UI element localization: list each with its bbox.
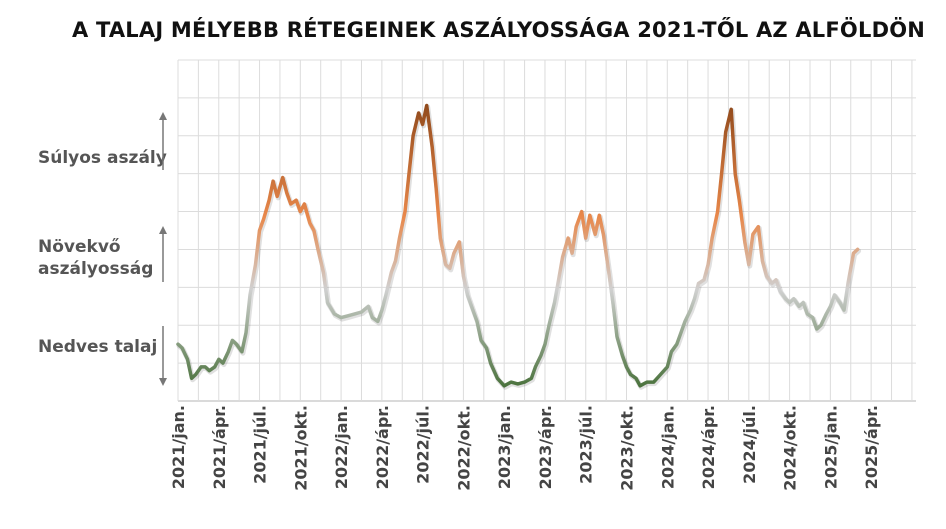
grid <box>177 59 916 402</box>
x-tick-label: 2025/jan. <box>821 405 840 489</box>
arrow-up-icon <box>159 112 167 120</box>
x-tick-label: 2023/okt. <box>618 405 637 491</box>
x-tick-label: 2025/ápr. <box>862 405 881 489</box>
x-tick-label: 2023/júl. <box>577 405 596 484</box>
zone-label-severe-drought: Súlyos aszály <box>38 148 167 168</box>
x-tick-label: 2022/ápr. <box>373 405 392 489</box>
x-tick-label: 2022/júl. <box>414 405 433 484</box>
arrow-up-icon <box>159 226 167 234</box>
x-tick-label: 2023/ápr. <box>536 405 555 489</box>
x-tick-label: 2021/jan. <box>169 405 188 489</box>
arrow-down-icon <box>159 378 167 386</box>
x-axis-tick-labels: 2021/jan. 2021/ápr. 2021/júl. 2021/okt. 2022… <box>169 405 881 491</box>
x-tick-label: 2024/okt. <box>781 405 800 491</box>
series-line <box>176 103 860 388</box>
x-tick-label: 2024/jan. <box>658 405 677 489</box>
zone-arrows <box>159 112 167 386</box>
x-tick-label: 2024/júl. <box>740 405 759 484</box>
x-tick-label: 2023/jan. <box>495 405 514 489</box>
x-tick-label: 2022/okt. <box>454 405 473 491</box>
chart-title: A TALAJ MÉLYEBB RÉTEGEINEK ASZÁLYOSSÁGA … <box>72 18 926 42</box>
x-tick-label: 2022/jan. <box>332 405 351 489</box>
x-tick-label: 2021/okt. <box>291 405 310 491</box>
x-tick-label: 2021/júl. <box>251 405 270 484</box>
zone-label-increasing-drought: Növekvő aszályosság <box>38 237 154 279</box>
x-tick-label: 2021/ápr. <box>210 405 229 489</box>
x-tick-label: 2024/ápr. <box>699 405 718 489</box>
series-line-shadow <box>176 104 862 390</box>
zone-label-wet-soil: Nedves talaj <box>38 337 158 357</box>
